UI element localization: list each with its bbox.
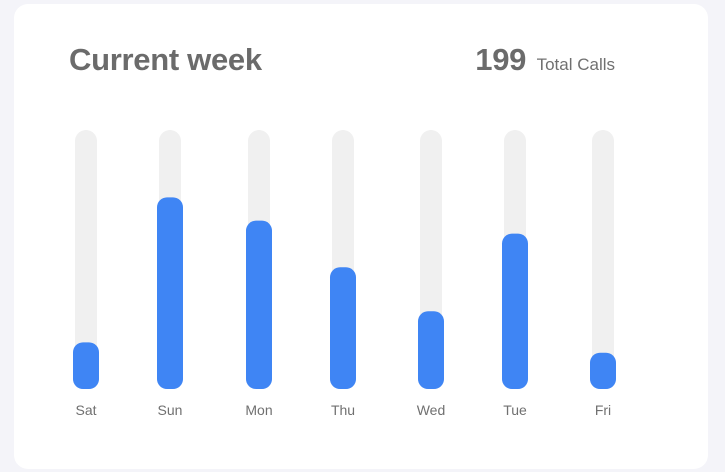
bar-thu[interactable] [330, 267, 356, 389]
bar-tue[interactable] [502, 233, 528, 389]
total-calls-value: 199 [475, 42, 527, 77]
day-label-fri: Fri [594, 402, 612, 418]
bar-sun[interactable] [157, 197, 183, 389]
bar-track-fri [592, 130, 614, 389]
bar-fri[interactable] [590, 352, 616, 389]
card-title: Current week [69, 42, 262, 77]
bar-track-sat [75, 130, 97, 389]
total-calls-label: Total Calls [536, 55, 615, 74]
total-calls: 199 Total Calls [475, 42, 615, 78]
bar-mon[interactable] [246, 220, 272, 389]
weekly-bar-chart [73, 130, 616, 389]
day-label-sun: Sun [157, 402, 183, 418]
day-label-thu: Thu [330, 402, 356, 418]
day-label-wed: Wed [416, 402, 446, 418]
bar-sat[interactable] [73, 342, 99, 389]
day-label-sat: Sat [75, 402, 97, 418]
day-label-tue: Tue [503, 402, 527, 418]
bar-wed[interactable] [418, 311, 444, 389]
day-label-mon: Mon [245, 402, 273, 418]
weekly-calls-card: Current week 199 Total Calls Sat Sun Mon Th… [14, 4, 708, 469]
